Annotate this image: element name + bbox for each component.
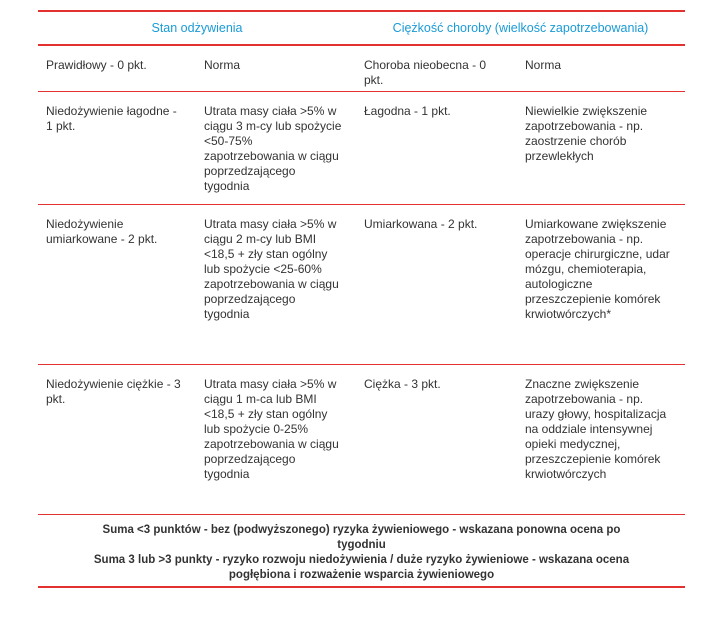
footer: Suma <3 punktów - bez (podwyższonego) ry… xyxy=(38,514,686,588)
table-cell: Utrata masy ciała >5% w ciągu 2 m-cy lub… xyxy=(196,204,356,365)
header-row: Stan odżywienia Ciężkość choroby (wielko… xyxy=(38,10,686,46)
table-row: Prawidłowy - 0 pkt. Norma Choroba nieobecn… xyxy=(38,45,686,92)
table-cell: Norma xyxy=(196,45,356,92)
table-row: Niedożywienie łagodne - 1 pkt. Utrata mas… xyxy=(38,91,686,205)
table-cell: Niewielkie zwiększenie zapotrzebowania -… xyxy=(517,91,686,205)
footer-line: Suma 3 lub >3 punkty - ryzyko rozwoju ni… xyxy=(93,554,630,581)
footer-line: Suma <3 punktów - bez (podwyższonego) ry… xyxy=(102,524,621,551)
table-cell: Umiarkowana - 2 pkt. xyxy=(356,204,517,365)
table-row: Niedożywienie ciężkie - 3 pkt. Utrata mas… xyxy=(38,364,686,515)
table-cell: Choroba nieobecna - 0 pkt. xyxy=(356,45,517,92)
table-cell: Utrata masy ciała >5% w ciągu 1 m-ca lub… xyxy=(196,364,356,515)
table-cell: Ciężka - 3 pkt. xyxy=(356,364,517,515)
table-row: Niedożywienie umiarkowane - 2 pkt. Utrata… xyxy=(38,204,686,365)
table-cell: Utrata masy ciała >5% w ciągu 3 m-cy lub… xyxy=(196,91,356,205)
table-cell: Umiarkowane zwiększenie zapotrzebowania … xyxy=(517,204,686,365)
table-body: Prawidłowy - 0 pkt. Norma Choroba nieobecn… xyxy=(38,45,686,515)
nutrition-table: Stan odżywienia Ciężkość choroby (wielko… xyxy=(38,10,686,588)
column-header: Ciężkość choroby (wielkość zapotrzebowan… xyxy=(356,10,686,46)
table-cell: Norma xyxy=(517,45,686,92)
table-cell: Prawidłowy - 0 pkt. xyxy=(38,45,196,92)
column-header: Stan odżywienia xyxy=(38,10,356,46)
table-cell: Niedożywienie ciężkie - 3 pkt. xyxy=(38,364,196,515)
table-cell: Znaczne zwiększenie zapotrzebowania - np… xyxy=(517,364,686,515)
footer-row: Suma <3 punktów - bez (podwyższonego) ry… xyxy=(38,514,686,588)
table-cell: Łagodna - 1 pkt. xyxy=(356,91,517,205)
table-cell: Niedożywienie łagodne - 1 pkt. xyxy=(38,91,196,205)
table-cell: Niedożywienie umiarkowane - 2 pkt. xyxy=(38,204,196,365)
